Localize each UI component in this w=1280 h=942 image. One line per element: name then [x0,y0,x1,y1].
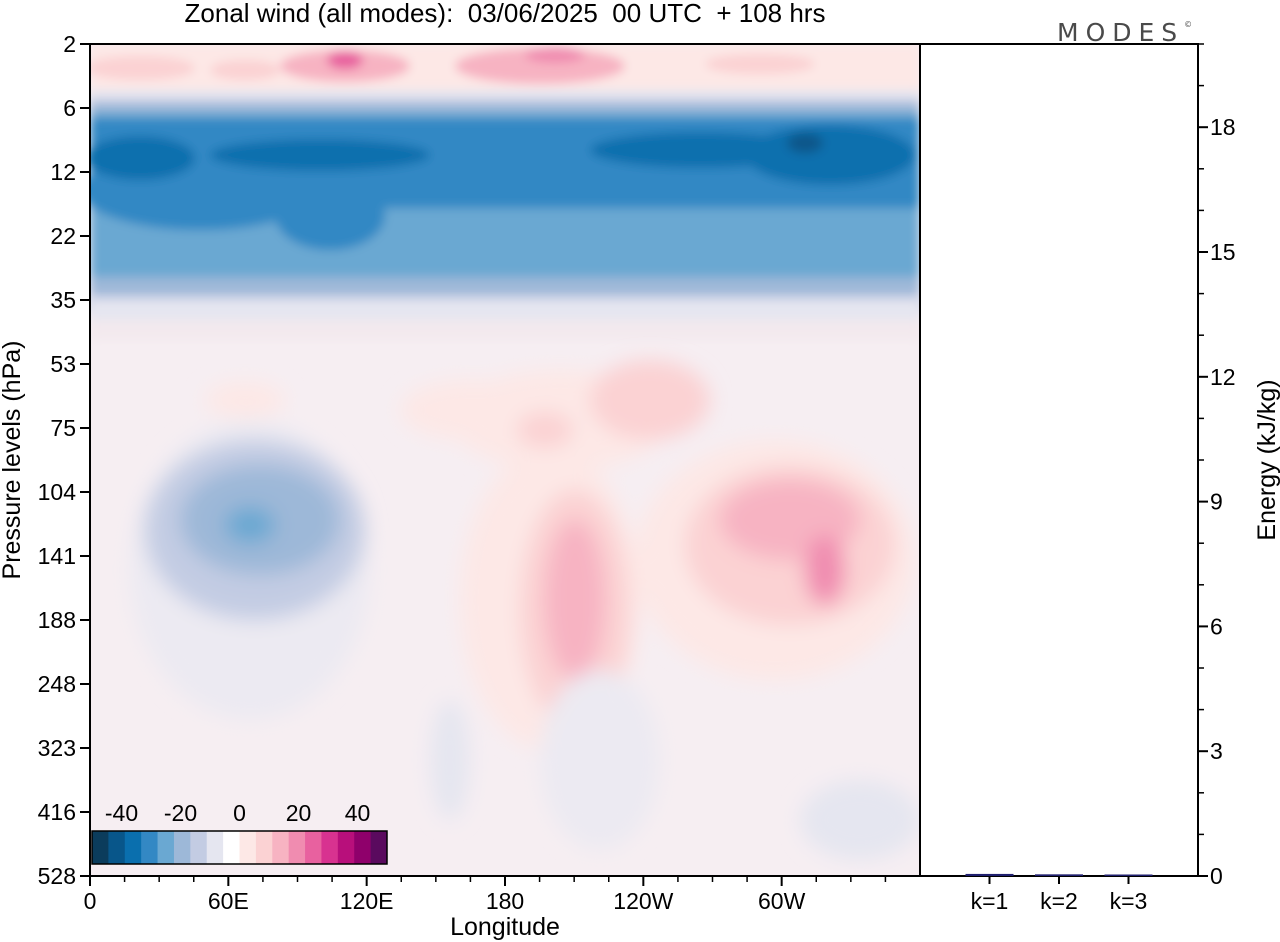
y-tick-label: 35 [50,287,76,313]
logo-copyright-mark: © [1184,20,1193,29]
colorbar-swatch [190,831,208,864]
energy-tick-label: 12 [1210,364,1236,390]
colorbar-tick-label: 0 [233,800,246,826]
energy-panel-frame [919,43,1199,877]
y-tick-label: 416 [38,799,76,825]
colorbar-swatch [255,831,273,864]
x-tick-label: 0 [84,888,97,914]
energy-category-label: k=3 [1110,888,1148,914]
colorbar-swatch [141,831,158,864]
colorbar-swatch [239,831,257,864]
y-axis-label: Pressure levels (hPa) [0,341,26,580]
chart-title: Zonal wind (all modes): 03/06/2025 00 UT… [184,0,826,28]
energy-bar [1104,874,1153,876]
x-tick-label: 60W [758,888,806,914]
logo-text: MODES [1057,18,1185,47]
colorbar-swatch [173,831,191,864]
colorbar-swatch [321,831,339,864]
x-tick-label: 60E [208,888,249,914]
colorbar-swatch [108,831,126,864]
zonal-wind-field [90,44,920,876]
y-tick-label: 141 [38,543,76,569]
colorbar-swatch [124,831,142,864]
energy-tick-label: 3 [1210,738,1223,764]
energy-axes: 0 3 6 9 12 15 18 k=1 k=2 k=3 [971,43,1236,914]
colorbar-swatch [288,831,306,864]
x-tick-label: 180 [486,888,524,914]
energy-category-label: k=1 [971,888,1009,914]
colorbar-tick-label: -20 [164,800,197,826]
y-tick-label: 323 [38,735,76,761]
energy-tick-label: 6 [1210,613,1223,639]
colorbar-swatch [272,831,290,864]
y-tick-label: 528 [38,863,76,889]
colorbar-swatch [337,831,355,864]
colorbar-tick-label: 40 [345,800,371,826]
y-tick-label: 2 [63,31,76,57]
heatmap-axes: 0 60E 120E 180 120W 60W 2 6 12 22 35 53 75 104 141 188 2… [38,31,887,914]
colorbar-frame [91,830,388,865]
y-tick-label: 248 [38,671,76,697]
colorbar-swatch [92,831,109,864]
energy-category-label: k=2 [1040,888,1078,914]
x-axis-label: Longitude [450,913,560,941]
y-tick-label: 53 [50,351,76,377]
colorbar-swatch [354,831,372,864]
energy-tick-label: 18 [1210,114,1236,140]
colorbar: -40 -20 0 20 40 [91,800,388,865]
y-tick-label: 75 [50,415,76,441]
colorbar-swatch [206,831,224,864]
colorbar-swatch [305,831,322,864]
energy-tick-label: 9 [1210,489,1223,515]
colorbar-swatch [370,831,388,864]
energy-bar [1035,874,1083,876]
energy-bars [965,873,1153,876]
colorbar-tick-label: -40 [105,800,138,826]
x-tick-label: 120W [613,888,673,914]
y-tick-label: 188 [38,607,76,633]
colorbar-tick-label: 20 [286,800,312,826]
modes-logo: MODES© [1057,18,1192,47]
y-tick-label: 6 [63,95,76,121]
y-tick-label: 12 [50,159,76,185]
x-tick-label: 120E [340,888,394,914]
colorbar-swatch [157,831,175,864]
y-tick-label: 104 [38,479,77,505]
y-tick-label: 22 [50,223,76,249]
energy-axis-label: Energy (kJ/kg) [1253,379,1280,540]
energy-tick-label: 0 [1210,863,1223,889]
colorbar-swatch [223,831,240,864]
energy-bar [965,873,1014,876]
energy-tick-label: 15 [1210,239,1236,265]
